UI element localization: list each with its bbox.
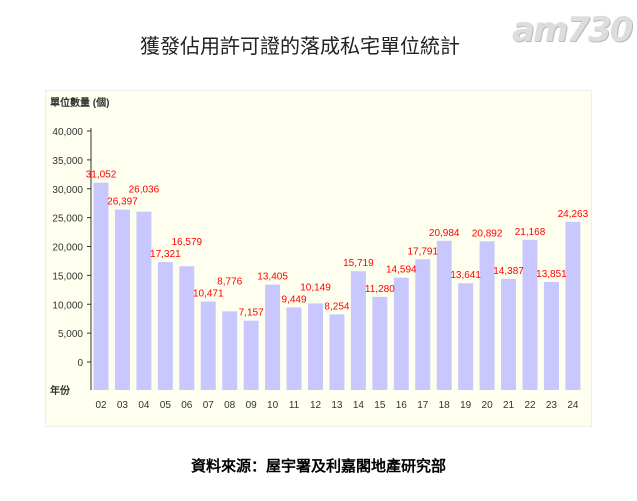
y-tick-label: 15,000 xyxy=(52,271,83,282)
bar-21 xyxy=(501,278,517,390)
bar-22 xyxy=(522,239,538,390)
bar-09 xyxy=(243,320,259,390)
bar-08 xyxy=(222,311,238,390)
bar-16 xyxy=(393,277,409,390)
data-label-13: 8,254 xyxy=(324,301,349,312)
x-tick-label: 07 xyxy=(203,400,215,411)
data-label-21: 14,387 xyxy=(493,266,524,277)
bar-15 xyxy=(372,296,388,390)
x-tick-label: 12 xyxy=(310,400,322,411)
data-label-22: 21,168 xyxy=(515,227,546,238)
data-label-06: 16,579 xyxy=(172,237,203,248)
x-tick-label: 03 xyxy=(117,400,129,411)
bar-14 xyxy=(350,271,366,390)
y-tick-label: 25,000 xyxy=(52,214,83,225)
bar-24 xyxy=(565,221,581,390)
data-label-09: 7,157 xyxy=(239,308,264,319)
x-tick-label: 21 xyxy=(503,400,515,411)
x-tick-label: 02 xyxy=(95,400,107,411)
y-tick-label: 20,000 xyxy=(52,243,83,254)
bar-23 xyxy=(543,282,559,390)
bar-12 xyxy=(308,303,323,390)
x-tick-label: 16 xyxy=(396,400,408,411)
x-tick-label: 10 xyxy=(267,400,279,411)
x-tick-label: 06 xyxy=(181,400,193,411)
y-tick-label: 10,000 xyxy=(52,300,83,311)
bar-10 xyxy=(265,284,281,390)
bar-17 xyxy=(415,259,431,390)
x-tick-label: 11 xyxy=(289,400,300,411)
data-label-17: 17,791 xyxy=(407,246,438,257)
bar-02 xyxy=(93,182,109,390)
source-note: 資料來源：屋宇署及利嘉閣地產研究部 xyxy=(190,457,446,475)
data-label-19: 13,641 xyxy=(450,270,481,281)
data-label-16: 14,594 xyxy=(386,265,417,276)
bar-11 xyxy=(286,307,302,390)
x-tick-label: 08 xyxy=(224,400,236,411)
data-label-18: 20,984 xyxy=(429,228,460,239)
x-tick-label: 22 xyxy=(524,400,536,411)
bar-18 xyxy=(436,240,452,390)
am730-logo: am730 xyxy=(512,10,633,50)
data-label-23: 13,851 xyxy=(536,269,567,280)
data-label-14: 15,719 xyxy=(343,258,374,269)
data-label-05: 17,321 xyxy=(150,249,181,260)
bar-19 xyxy=(458,283,474,390)
x-tick-label: 13 xyxy=(331,400,343,411)
bar-04 xyxy=(136,211,152,390)
x-tick-label: 14 xyxy=(353,400,365,411)
chart-title: 獲發佔用許可證的落成私宅單位統計 xyxy=(140,34,460,58)
data-label-11: 9,449 xyxy=(282,294,307,305)
x-tick-label: 09 xyxy=(246,400,258,411)
x-tick-label: 04 xyxy=(138,400,150,411)
data-label-08: 8,776 xyxy=(217,277,242,288)
data-label-12: 10,149 xyxy=(300,282,331,293)
data-label-15: 11,280 xyxy=(365,284,395,295)
bar-20 xyxy=(479,241,495,390)
data-label-20: 20,892 xyxy=(472,228,503,239)
bar-05 xyxy=(157,261,173,390)
x-tick-label: 15 xyxy=(374,400,386,411)
data-label-03: 26,397 xyxy=(107,197,138,208)
x-tick-label: 18 xyxy=(439,400,451,411)
bar-06 xyxy=(179,266,195,390)
y-tick-label: 0 xyxy=(77,358,83,369)
bar-03 xyxy=(114,209,130,390)
x-tick-label: 17 xyxy=(417,400,429,411)
x-tick-label: 05 xyxy=(160,400,172,411)
y-tick-label: 40,000 xyxy=(52,127,83,138)
data-label-24: 24,263 xyxy=(558,209,589,220)
x-tick-label: 20 xyxy=(482,400,494,411)
y-tick-label: 30,000 xyxy=(52,185,83,196)
data-label-02: 31,052 xyxy=(86,170,117,181)
data-label-04: 26,036 xyxy=(129,185,160,196)
bar-07 xyxy=(200,301,216,390)
y-axis-label: 單位數量 (個) xyxy=(50,96,109,109)
bar-13 xyxy=(329,314,345,390)
x-tick-label: 23 xyxy=(546,400,558,411)
x-tick-label: 19 xyxy=(460,400,472,411)
data-label-10: 13,405 xyxy=(257,272,288,283)
data-label-07: 10,471 xyxy=(193,289,224,300)
y-tick-label: 5,000 xyxy=(58,329,83,340)
x-tick-label: 24 xyxy=(567,400,579,411)
y-tick-label: 35,000 xyxy=(52,156,83,167)
x-axis-label: 年份 xyxy=(50,384,71,397)
